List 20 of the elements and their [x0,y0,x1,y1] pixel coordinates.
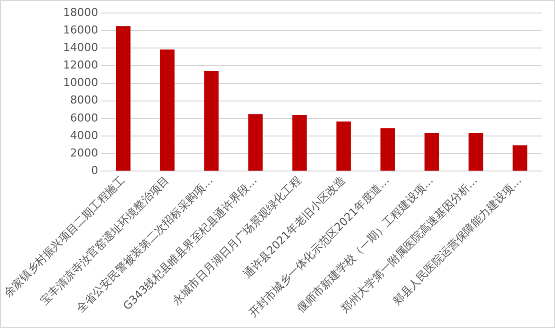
y-tick-label: 12000 [63,58,98,72]
bar [468,132,484,171]
y-tick-label: 4000 [70,128,98,142]
y-tick-label: 0 [91,164,98,178]
bar [336,122,351,171]
bar [292,114,307,171]
bar [204,71,219,171]
bar [248,114,263,171]
y-tick-label: 18000 [63,6,98,19]
bar [424,132,440,171]
y-tick-label: 8000 [70,94,98,107]
y-tick-label: 6000 [70,111,98,124]
y-tick-label: 10000 [63,76,98,90]
bar [116,26,130,171]
bar [512,145,528,171]
bar [160,49,175,171]
y-tick-label: 2000 [70,146,98,160]
y-tick-label: 16000 [63,23,98,36]
y-tick-label: 14000 [63,41,98,54]
bar [380,128,395,171]
